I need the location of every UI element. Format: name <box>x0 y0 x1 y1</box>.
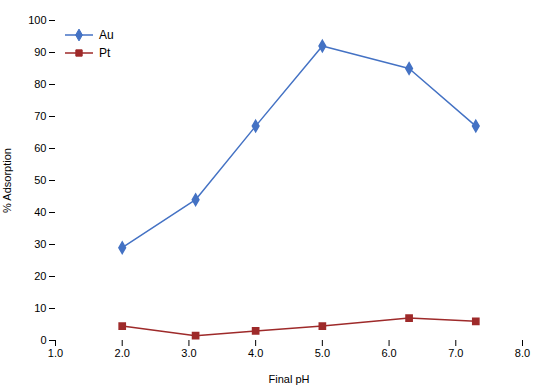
svg-text:5.0: 5.0 <box>315 347 330 359</box>
svg-text:4.0: 4.0 <box>248 347 263 359</box>
svg-text:0: 0 <box>40 334 46 346</box>
svg-text:1.0: 1.0 <box>48 347 63 359</box>
html-text:Pt: Pt <box>99 46 111 60</box>
svg-text:10: 10 <box>34 302 46 314</box>
svg-text:7.0: 7.0 <box>448 347 463 359</box>
svg-text:70: 70 <box>34 110 46 122</box>
svg-text:2.0: 2.0 <box>115 347 130 359</box>
html-text:Au: Au <box>99 28 114 42</box>
svg-text:20: 20 <box>34 270 46 282</box>
svg-text:30: 30 <box>34 238 46 250</box>
svg-text:40: 40 <box>34 206 46 218</box>
svg-text:50: 50 <box>34 174 46 186</box>
svg-text:80: 80 <box>34 78 46 90</box>
svg-text:8.0: 8.0 <box>515 347 530 359</box>
svg-text:60: 60 <box>34 142 46 154</box>
svg-text:3.0: 3.0 <box>181 347 196 359</box>
svg-text:Final pH: Final pH <box>269 373 310 385</box>
svg-text:6.0: 6.0 <box>381 347 396 359</box>
svg-text:100: 100 <box>28 14 46 26</box>
svg-text:% Adsorption: % Adsorption <box>1 148 13 213</box>
svg-text:90: 90 <box>34 46 46 58</box>
